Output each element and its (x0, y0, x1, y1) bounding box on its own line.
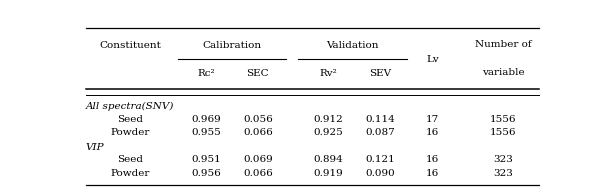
Text: 0.919: 0.919 (314, 169, 343, 178)
Text: 323: 323 (493, 155, 513, 164)
Text: Rv²: Rv² (320, 69, 337, 78)
Text: 16: 16 (426, 155, 439, 164)
Text: 0.087: 0.087 (365, 128, 395, 137)
Text: 0.056: 0.056 (243, 115, 273, 124)
Text: 0.121: 0.121 (365, 155, 395, 164)
Text: 0.956: 0.956 (191, 169, 221, 178)
Text: 0.066: 0.066 (243, 128, 273, 137)
Text: Constituent: Constituent (99, 41, 161, 50)
Text: SEC: SEC (247, 69, 269, 78)
Text: SEV: SEV (370, 69, 392, 78)
Text: 0.090: 0.090 (365, 169, 395, 178)
Text: 323: 323 (493, 169, 513, 178)
Text: 0.069: 0.069 (243, 155, 273, 164)
Text: 16: 16 (426, 169, 439, 178)
Text: variable: variable (482, 68, 524, 77)
Text: 1556: 1556 (490, 128, 516, 137)
Text: VIP: VIP (85, 143, 104, 152)
Text: 0.894: 0.894 (314, 155, 343, 164)
Text: 0.912: 0.912 (314, 115, 343, 124)
Text: 0.925: 0.925 (314, 128, 343, 137)
Text: 1556: 1556 (490, 115, 516, 124)
Text: 0.955: 0.955 (191, 128, 221, 137)
Text: Powder: Powder (111, 128, 150, 137)
Text: Lv: Lv (426, 55, 439, 64)
Text: Validation: Validation (326, 41, 378, 50)
Text: 0.066: 0.066 (243, 169, 273, 178)
Text: 16: 16 (426, 128, 439, 137)
Text: 0.951: 0.951 (191, 155, 221, 164)
Text: 0.114: 0.114 (365, 115, 395, 124)
Text: All spectra(SNV): All spectra(SNV) (85, 102, 174, 111)
Text: Seed: Seed (118, 115, 143, 124)
Text: 17: 17 (426, 115, 439, 124)
Text: 0.969: 0.969 (191, 115, 221, 124)
Text: Rc²: Rc² (197, 69, 215, 78)
Text: Powder: Powder (111, 169, 150, 178)
Text: Number of: Number of (475, 40, 532, 49)
Text: Seed: Seed (118, 155, 143, 164)
Text: Calibration: Calibration (202, 41, 261, 50)
